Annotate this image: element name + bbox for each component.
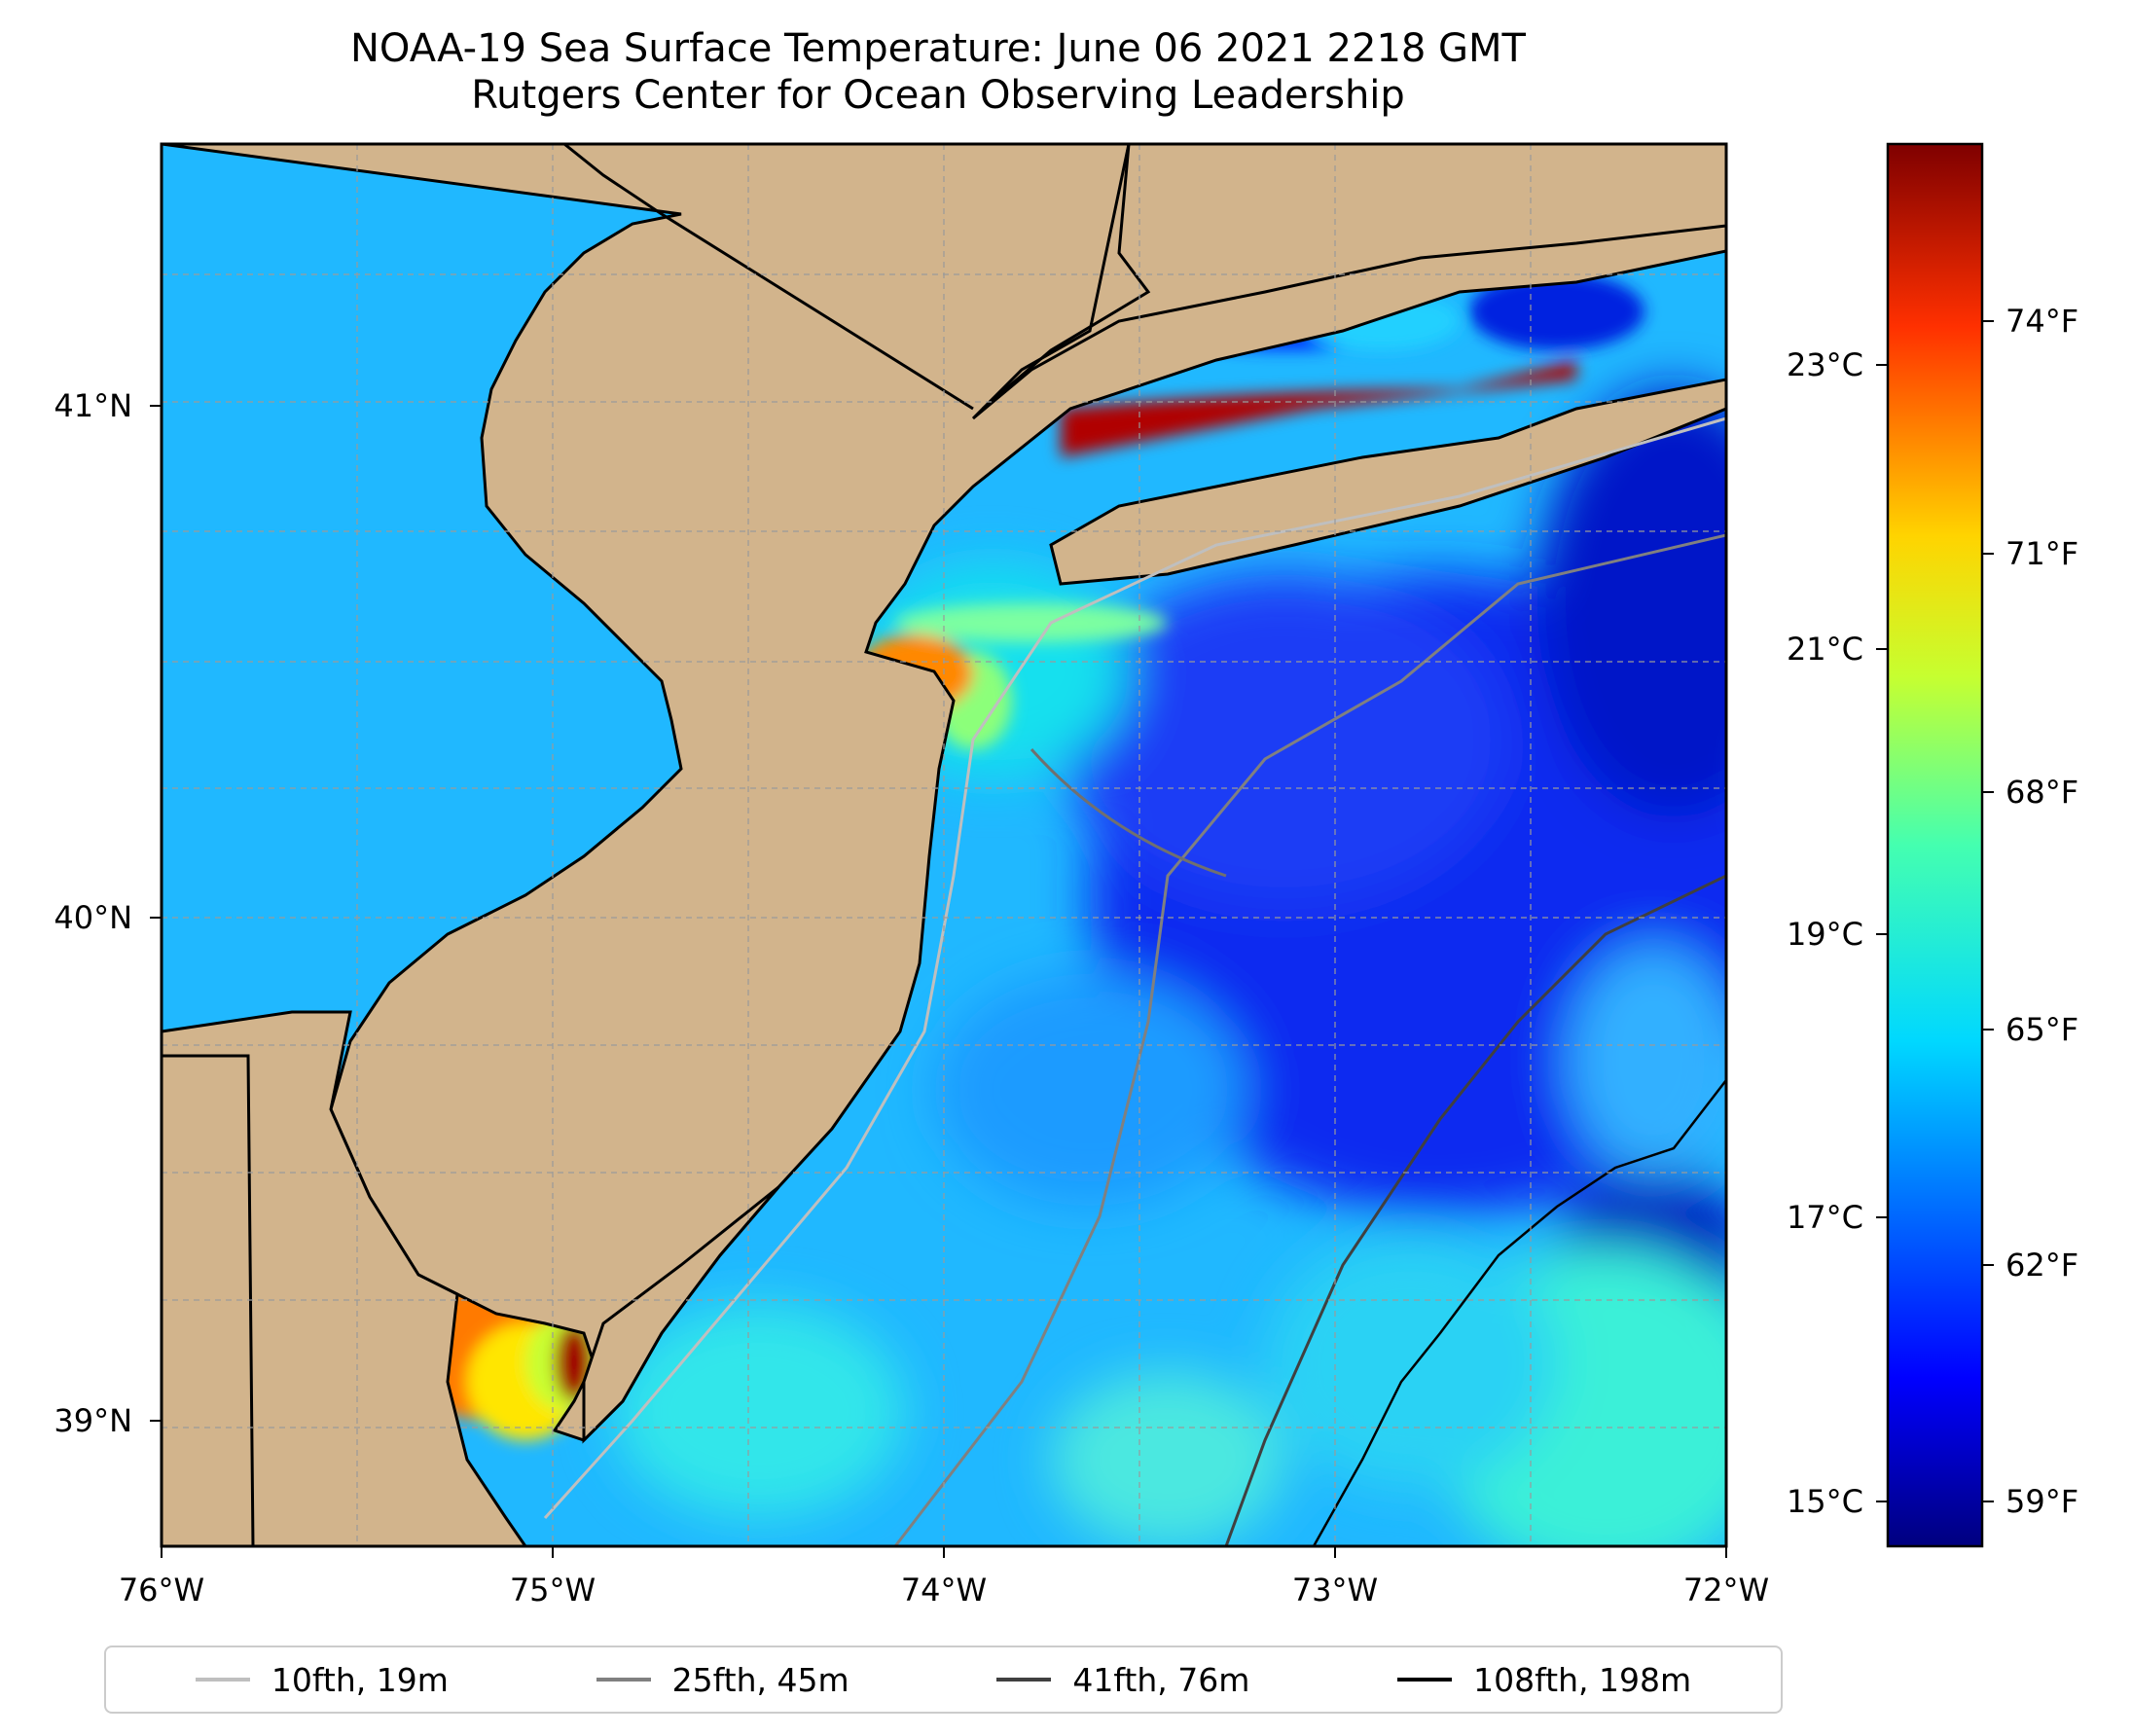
colorbar-c-tick-21: 21°C — [1787, 631, 1863, 668]
colorbar-f-tick-74: 74°F — [2006, 303, 2078, 340]
legend-label-10fth: 10fth, 19m — [271, 1660, 449, 1699]
land-cape-may — [582, 1185, 780, 1444]
map-gridlines — [162, 144, 1726, 1546]
colorbar-f-tick-68: 68°F — [2006, 774, 2078, 811]
legend-line-108fth — [1397, 1678, 1453, 1682]
isobath-contours — [543, 416, 1726, 1546]
colorbar-c-tick-17: 17°C — [1787, 1199, 1863, 1236]
land-connecticut — [971, 144, 1726, 420]
state-borders — [162, 144, 1151, 1546]
colorbar-c-tick-19: 19°C — [1787, 916, 1863, 953]
legend-label-25fth: 25fth, 45m — [671, 1660, 849, 1699]
map-area — [162, 144, 1726, 1546]
legend-label-108fth: 108fth, 198m — [1473, 1660, 1692, 1699]
chart-title: NOAA-19 Sea Surface Temperature: June 06… — [0, 25, 1876, 119]
land-long-island — [1049, 378, 1726, 586]
colorbar-f-tick-62: 62°F — [2006, 1247, 2078, 1284]
lat-tick-40n: 40°N — [54, 899, 132, 936]
colorbar — [1886, 142, 1984, 1548]
colorbar-c-tick-15: 15°C — [1787, 1483, 1863, 1520]
axis-ticks — [150, 405, 1727, 1558]
lat-tick-41n: 41°N — [54, 387, 132, 424]
lon-tick-76w: 76°W — [119, 1572, 204, 1609]
colorbar-f-tick-59: 59°F — [2006, 1483, 2078, 1520]
colorbar-f-tick-65: 65°F — [2006, 1011, 2078, 1048]
title-line-2: Rutgers Center for Ocean Observing Leade… — [471, 73, 1405, 118]
colorbar-c-tick-23: 23°C — [1787, 346, 1863, 383]
lat-tick-39n: 39°N — [54, 1402, 132, 1439]
legend-line-25fth — [596, 1678, 651, 1682]
legend-item-10fth: 10fth, 19m — [195, 1660, 449, 1699]
lon-tick-74w: 74°W — [901, 1572, 987, 1609]
legend-line-10fth — [195, 1678, 250, 1682]
title-line-1: NOAA-19 Sea Surface Temperature: June 06… — [349, 26, 1526, 71]
legend-item-25fth: 25fth, 45m — [596, 1661, 849, 1699]
lon-tick-75w: 75°W — [510, 1572, 596, 1609]
colorbar-ticks — [1876, 320, 1994, 1502]
legend-item-41fth: 41fth, 76m — [996, 1661, 1249, 1699]
legend-label-41fth: 41fth, 76m — [1072, 1660, 1250, 1699]
legend-item-108fth: 108fth, 198m — [1397, 1661, 1691, 1699]
lon-tick-72w: 72°W — [1683, 1572, 1769, 1609]
legend-line-41fth — [996, 1678, 1052, 1682]
isobath-legend: 10fth, 19m 25fth, 45m 41fth, 76m 108fth,… — [104, 1646, 1783, 1714]
colorbar-f-tick-71: 71°F — [2006, 535, 2078, 572]
lon-tick-73w: 73°W — [1292, 1572, 1378, 1609]
